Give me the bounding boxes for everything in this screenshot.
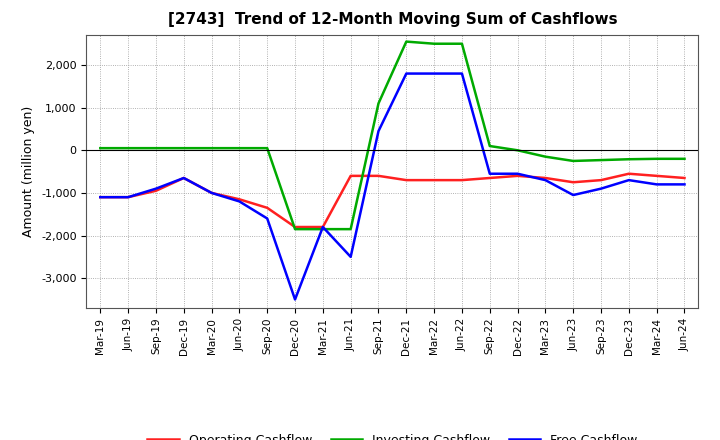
Operating Cashflow bbox=[680, 176, 689, 181]
Operating Cashflow bbox=[207, 190, 216, 195]
Investing Cashflow bbox=[96, 146, 104, 151]
Line: Operating Cashflow: Operating Cashflow bbox=[100, 174, 685, 227]
Free Cashflow bbox=[652, 182, 661, 187]
Free Cashflow bbox=[124, 194, 132, 200]
Free Cashflow bbox=[458, 71, 467, 76]
Investing Cashflow bbox=[374, 101, 383, 106]
Investing Cashflow bbox=[152, 146, 161, 151]
Operating Cashflow bbox=[485, 176, 494, 181]
Investing Cashflow bbox=[402, 39, 410, 44]
Free Cashflow bbox=[207, 190, 216, 195]
Investing Cashflow bbox=[291, 227, 300, 232]
Free Cashflow bbox=[291, 297, 300, 302]
Free Cashflow bbox=[513, 171, 522, 176]
Free Cashflow bbox=[263, 216, 271, 221]
Operating Cashflow bbox=[597, 177, 606, 183]
Line: Free Cashflow: Free Cashflow bbox=[100, 73, 685, 300]
Operating Cashflow bbox=[96, 194, 104, 200]
Operating Cashflow bbox=[374, 173, 383, 179]
Operating Cashflow bbox=[291, 224, 300, 230]
Free Cashflow bbox=[374, 128, 383, 134]
Investing Cashflow bbox=[124, 146, 132, 151]
Investing Cashflow bbox=[318, 227, 327, 232]
Free Cashflow bbox=[430, 71, 438, 76]
Operating Cashflow bbox=[458, 177, 467, 183]
Free Cashflow bbox=[235, 199, 243, 204]
Investing Cashflow bbox=[513, 148, 522, 153]
Free Cashflow bbox=[569, 192, 577, 198]
Investing Cashflow bbox=[346, 227, 355, 232]
Operating Cashflow bbox=[569, 180, 577, 185]
Free Cashflow bbox=[96, 194, 104, 200]
Free Cashflow bbox=[485, 171, 494, 176]
Free Cashflow bbox=[624, 177, 633, 183]
Investing Cashflow bbox=[485, 143, 494, 149]
Free Cashflow bbox=[179, 176, 188, 181]
Investing Cashflow bbox=[597, 158, 606, 163]
Y-axis label: Amount (million yen): Amount (million yen) bbox=[22, 106, 35, 237]
Operating Cashflow bbox=[624, 171, 633, 176]
Investing Cashflow bbox=[680, 156, 689, 161]
Operating Cashflow bbox=[318, 224, 327, 230]
Operating Cashflow bbox=[346, 173, 355, 179]
Title: [2743]  Trend of 12-Month Moving Sum of Cashflows: [2743] Trend of 12-Month Moving Sum of C… bbox=[168, 12, 617, 27]
Investing Cashflow bbox=[569, 158, 577, 164]
Operating Cashflow bbox=[179, 176, 188, 181]
Operating Cashflow bbox=[652, 173, 661, 179]
Free Cashflow bbox=[318, 224, 327, 230]
Investing Cashflow bbox=[624, 157, 633, 162]
Investing Cashflow bbox=[652, 156, 661, 161]
Investing Cashflow bbox=[207, 146, 216, 151]
Legend: Operating Cashflow, Investing Cashflow, Free Cashflow: Operating Cashflow, Investing Cashflow, … bbox=[143, 429, 642, 440]
Investing Cashflow bbox=[458, 41, 467, 46]
Free Cashflow bbox=[680, 182, 689, 187]
Operating Cashflow bbox=[263, 205, 271, 210]
Free Cashflow bbox=[541, 177, 550, 183]
Investing Cashflow bbox=[430, 41, 438, 46]
Investing Cashflow bbox=[235, 146, 243, 151]
Free Cashflow bbox=[402, 71, 410, 76]
Free Cashflow bbox=[346, 254, 355, 260]
Investing Cashflow bbox=[179, 146, 188, 151]
Operating Cashflow bbox=[124, 194, 132, 200]
Operating Cashflow bbox=[152, 188, 161, 194]
Operating Cashflow bbox=[513, 173, 522, 179]
Investing Cashflow bbox=[541, 154, 550, 159]
Free Cashflow bbox=[152, 186, 161, 191]
Operating Cashflow bbox=[430, 177, 438, 183]
Operating Cashflow bbox=[541, 176, 550, 181]
Operating Cashflow bbox=[235, 197, 243, 202]
Free Cashflow bbox=[597, 186, 606, 191]
Investing Cashflow bbox=[263, 146, 271, 151]
Line: Investing Cashflow: Investing Cashflow bbox=[100, 42, 685, 229]
Operating Cashflow bbox=[402, 177, 410, 183]
